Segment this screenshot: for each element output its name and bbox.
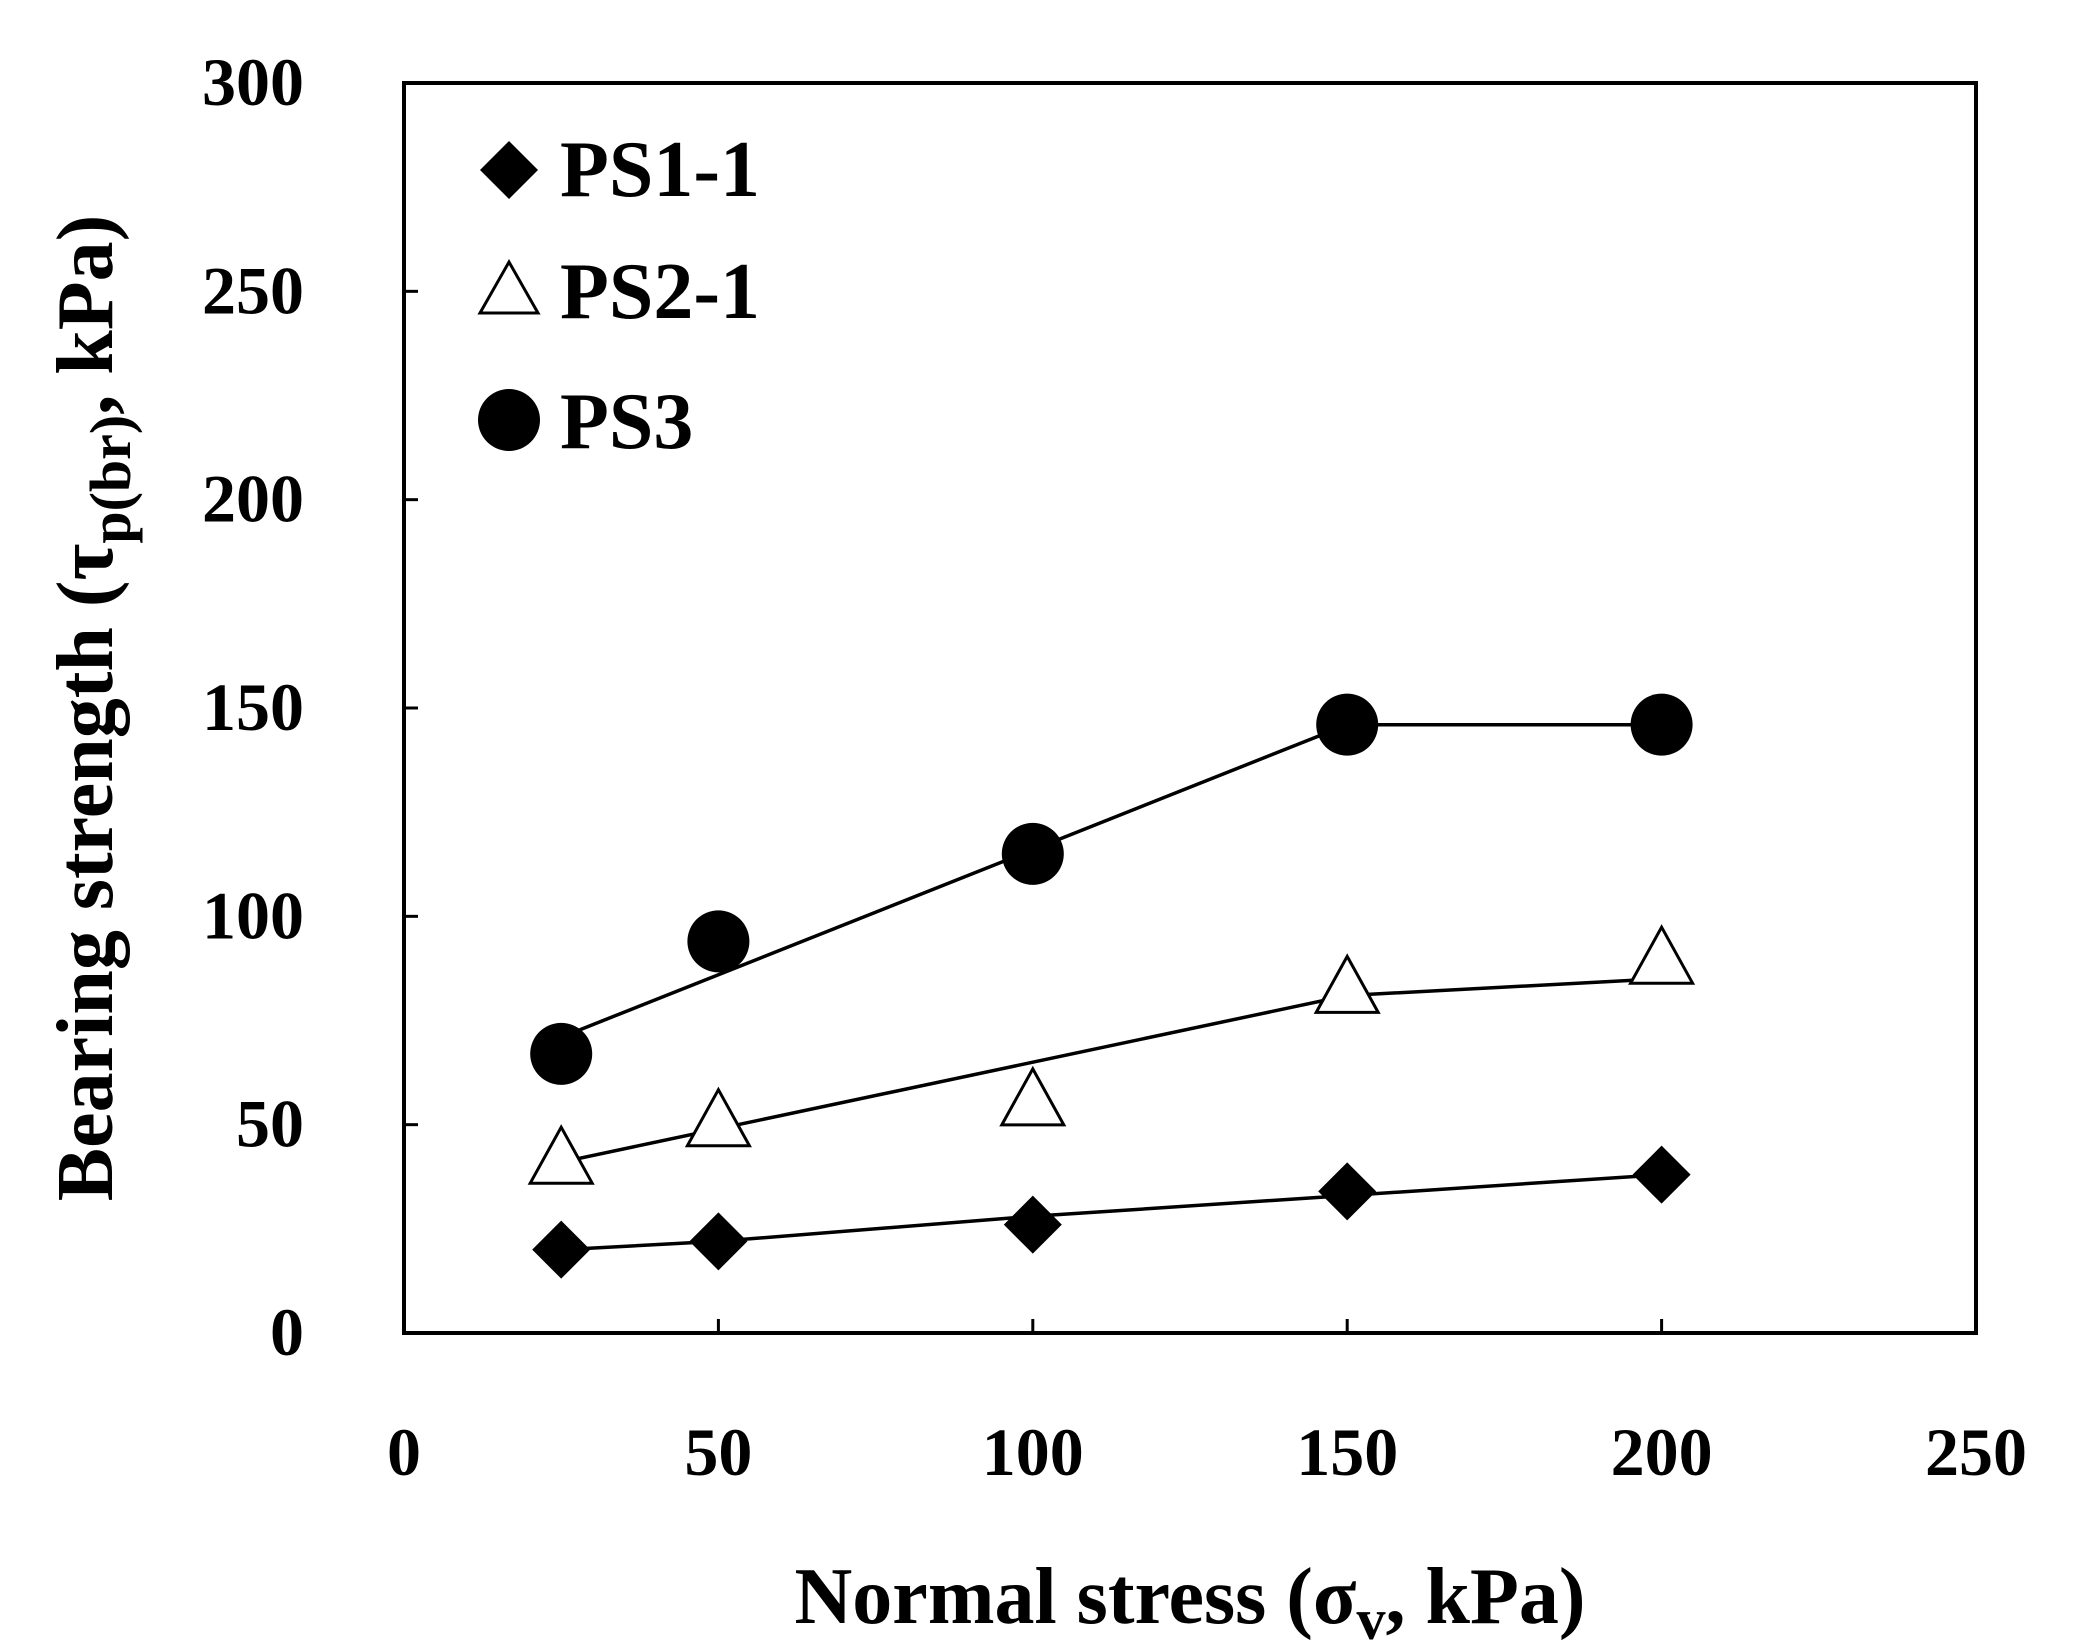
x-tick-label: 250 (1925, 1414, 2027, 1490)
y-axis-title: Bearing strength (τp(br), kPa) (42, 215, 143, 1201)
legend: PS1-1 PS2-1 PS3 (477, 126, 760, 466)
y-tick-label: 0 (270, 1294, 304, 1370)
legend-circle-marker (478, 389, 540, 451)
legend-item-ps2-1: PS2-1 (477, 248, 760, 336)
data-point-ps2-1 (1628, 924, 1696, 985)
legend-diamond-marker (480, 141, 538, 199)
legend-label: PS1-1 (560, 126, 760, 214)
y-tick-label: 50 (236, 1086, 304, 1162)
legend-item-ps3: PS3 (478, 378, 693, 466)
data-point-ps1-1 (1318, 1162, 1377, 1221)
legend-label: PS2-1 (560, 248, 760, 336)
x-tick-label: 150 (1296, 1414, 1398, 1490)
data-point-ps2-1 (1313, 953, 1381, 1014)
x-tick-label: 0 (387, 1414, 421, 1490)
x-tick-label: 100 (982, 1414, 1084, 1490)
data-point-ps1-1 (1003, 1195, 1062, 1254)
x-axis-title: Normal stress (σv, kPa) (795, 1553, 1586, 1651)
data-point-ps2-1 (527, 1124, 595, 1185)
x-axis-ticks: 0 50 100 150 200 250 (387, 1319, 2027, 1490)
data-markers (527, 693, 1696, 1279)
trend-line-ps2-1 (560, 977, 1662, 1164)
data-point-ps3 (1001, 822, 1064, 885)
data-point-ps1-1 (689, 1212, 748, 1271)
data-point-ps1-1 (1632, 1145, 1691, 1204)
legend-label: PS3 (560, 378, 693, 466)
data-point-ps3 (530, 1022, 593, 1085)
legend-triangle-marker (477, 258, 541, 315)
y-tick-label: 250 (202, 252, 304, 328)
x-tick-label: 50 (684, 1414, 752, 1490)
data-point-ps3 (687, 910, 750, 973)
data-point-ps2-1 (684, 1086, 752, 1148)
legend-item-ps1-1: PS1-1 (480, 126, 760, 214)
y-tick-label: 100 (202, 877, 304, 953)
x-tick-label: 200 (1611, 1414, 1713, 1490)
y-tick-label: 150 (202, 669, 304, 745)
data-point-ps1-1 (532, 1220, 591, 1279)
data-point-ps3 (1630, 693, 1693, 756)
y-tick-label: 300 (202, 44, 304, 120)
data-point-ps2-1 (999, 1065, 1067, 1127)
data-point-ps3 (1316, 693, 1379, 756)
y-tick-label: 200 (202, 461, 304, 537)
y-axis-ticks: 0 50 100 150 200 250 300 (202, 44, 418, 1370)
